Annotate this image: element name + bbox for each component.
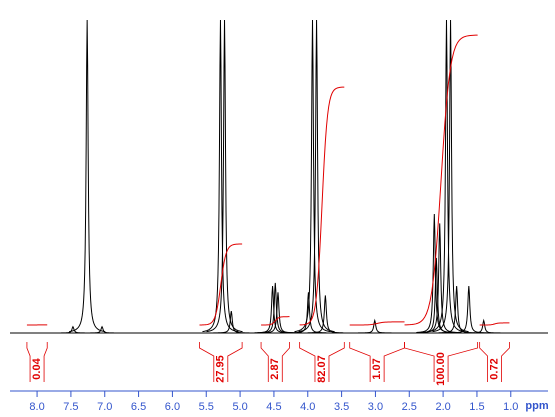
x-tick-label: 1.5 [469, 401, 484, 413]
x-tick-label: 6.0 [165, 401, 180, 413]
peak [69, 19, 106, 333]
integral-label: 0.72 [488, 358, 500, 379]
x-tick-label: 4.0 [300, 401, 315, 413]
peak [202, 19, 239, 333]
peak [307, 295, 344, 334]
peak [54, 325, 91, 334]
integral-curve [349, 321, 405, 326]
x-tick-label: 8.0 [29, 401, 44, 413]
peak [428, 19, 465, 333]
peak [290, 292, 327, 334]
integral-label: 1.07 [371, 358, 383, 379]
x-tick-label: 5.0 [232, 401, 247, 413]
integral-label: 82.07 [316, 355, 328, 383]
integral-curve [261, 316, 290, 326]
integral-bracket [260, 342, 290, 382]
peak [421, 223, 458, 334]
integral-bracket [299, 342, 345, 382]
integral-bracket [26, 342, 48, 382]
x-tick-label: 1.0 [503, 401, 518, 413]
x-tick-label: 3.5 [334, 401, 349, 413]
peak [206, 19, 243, 333]
integral-label: 0.04 [31, 357, 43, 379]
peak [356, 318, 393, 334]
x-tick-label: 7.5 [63, 401, 78, 413]
x-tick-label: 2.5 [402, 401, 417, 413]
peak [294, 19, 331, 333]
x-tick-label: 7.0 [97, 401, 112, 413]
peak [432, 19, 469, 333]
peak [213, 311, 250, 334]
integral-curve [299, 86, 345, 326]
x-tick-label: 6.5 [131, 401, 146, 413]
integral-bracket [199, 342, 243, 382]
x-axis-label: ppm [525, 400, 548, 412]
integral-bracket [479, 342, 510, 382]
peak [298, 19, 335, 333]
integral-curve [479, 322, 510, 326]
integral-curve [199, 243, 243, 326]
integral-label: 27.95 [215, 355, 227, 383]
peak [450, 286, 487, 334]
peak [259, 292, 296, 334]
peak [465, 318, 502, 334]
integral-label: 2.87 [269, 358, 281, 379]
x-tick-label: 2.0 [435, 401, 450, 413]
x-tick-label: 4.5 [266, 401, 281, 413]
integral-bracket [404, 342, 479, 382]
peak [84, 325, 121, 334]
x-tick-label: 3.0 [368, 401, 383, 413]
integral-curve [404, 34, 478, 326]
x-tick-label: 5.5 [199, 401, 214, 413]
integral-label: 100.00 [435, 352, 447, 386]
